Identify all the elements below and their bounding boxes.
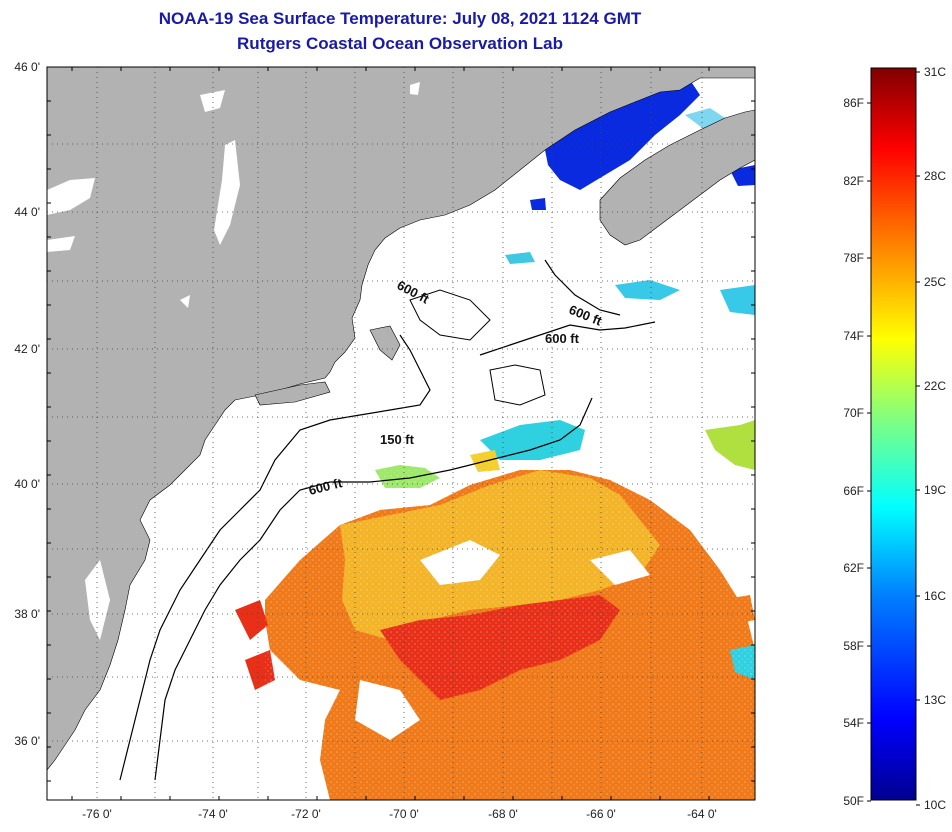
colorbar-celsius-label: 25C bbox=[924, 275, 946, 289]
sst-map: 46 0' 44 0' 42 0' 40 0' 38 0' 36 0' -76 0' -74… bbox=[14, 60, 756, 821]
lon-label: -74 0' bbox=[198, 807, 228, 821]
lat-label: 38 0' bbox=[14, 607, 40, 621]
colorbar-celsius-label: 13C bbox=[924, 693, 946, 707]
contour-600ft bbox=[154, 397, 593, 781]
colorbar-celsius-label: 16C bbox=[924, 589, 946, 603]
colorbar-celsius-label: 31C bbox=[924, 65, 946, 79]
sst-cold-region bbox=[545, 80, 700, 190]
colorbar-fahrenheit-label: 62F bbox=[843, 561, 864, 575]
colorbar-fahrenheit-label: 82F bbox=[843, 174, 864, 188]
lat-label: 36 0' bbox=[14, 734, 40, 748]
land-nova-scotia bbox=[599, 109, 755, 246]
colorbar-fahrenheit-label: 70F bbox=[843, 406, 864, 420]
colorbar-fahrenheit-label: 74F bbox=[843, 329, 864, 343]
lon-label: -70 0' bbox=[389, 807, 419, 821]
lat-label: 40 0' bbox=[14, 477, 40, 491]
contour-label: 150 ft bbox=[380, 432, 415, 447]
lat-label: 44 0' bbox=[14, 205, 40, 219]
colorbar-celsius-label: 19C bbox=[924, 483, 946, 497]
lon-label: -76 0' bbox=[82, 807, 112, 821]
colorbar-fahrenheit-label: 66F bbox=[843, 484, 864, 498]
colorbar-gradient bbox=[870, 67, 917, 801]
lon-label: -66 0' bbox=[586, 807, 616, 821]
lon-label: -72 0' bbox=[291, 807, 321, 821]
colorbar-celsius-label: 28C bbox=[924, 169, 946, 183]
lon-label: -68 0' bbox=[488, 807, 518, 821]
colorbar-fahrenheit-label: 86F bbox=[843, 96, 864, 110]
colorbar: 31C 28C 25C 22C 19C 16C 13C 10C 86F 82F 78F 74F 70F… bbox=[843, 65, 946, 812]
map-title: NOAA-19 Sea Surface Temperature: July 08… bbox=[158, 9, 642, 28]
map-subtitle: Rutgers Coastal Ocean Observation Lab bbox=[237, 34, 563, 53]
colorbar-fahrenheit-label: 58F bbox=[843, 639, 864, 653]
graticule bbox=[47, 67, 755, 800]
colorbar-fahrenheit-label: 54F bbox=[843, 716, 864, 730]
sst-cool-patch bbox=[480, 420, 585, 460]
colorbar-fahrenheit-label: 78F bbox=[843, 251, 864, 265]
lat-label: 46 0' bbox=[14, 60, 40, 74]
land-mass bbox=[47, 67, 755, 771]
contour-150ft bbox=[119, 334, 431, 781]
map-frame bbox=[46, 66, 756, 801]
lat-label: 42 0' bbox=[14, 342, 40, 356]
lon-label: -64 0' bbox=[687, 807, 717, 821]
contour-label: 600 ft bbox=[545, 331, 580, 346]
colorbar-fahrenheit-label: 50F bbox=[843, 794, 864, 808]
colorbar-celsius-label: 10C bbox=[924, 798, 946, 812]
colorbar-celsius-label: 22C bbox=[924, 379, 946, 393]
